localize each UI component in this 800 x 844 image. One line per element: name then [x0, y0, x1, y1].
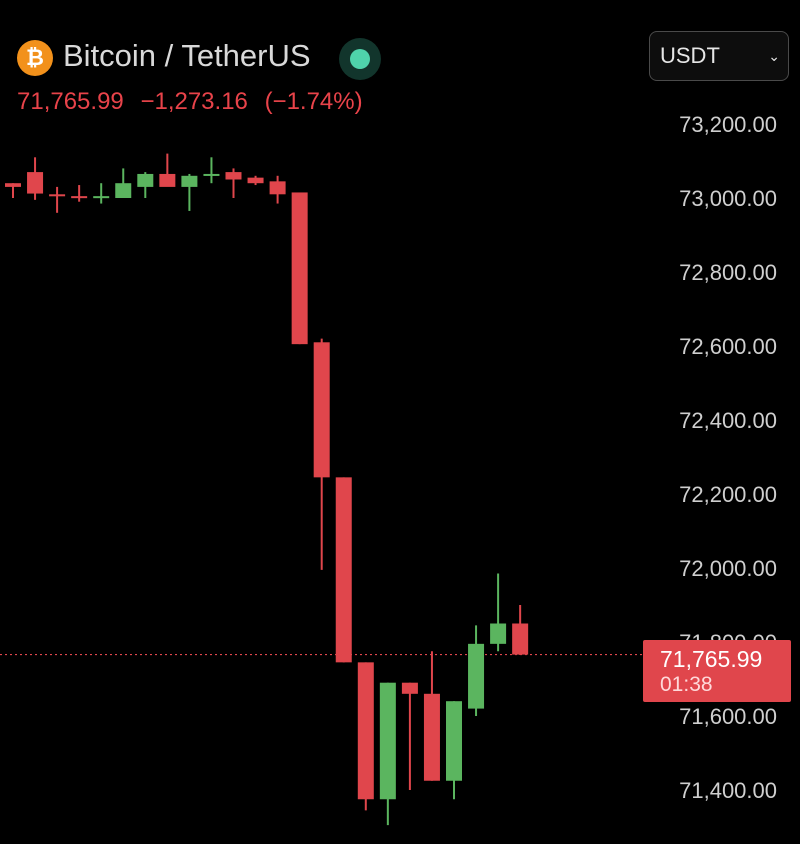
y-tick-label: 72,800.00: [679, 260, 777, 285]
y-tick-label: 71,400.00: [679, 778, 777, 803]
pair-title[interactable]: Bitcoin / TetherUS: [63, 38, 311, 73]
candle-up[interactable]: [137, 173, 154, 187]
y-tick-label: 72,000.00: [679, 556, 777, 581]
candle-down[interactable]: [49, 194, 66, 197]
candle-up[interactable]: [379, 682, 396, 800]
y-tick-label: 72,400.00: [679, 408, 777, 433]
last-price-tag: 71,765.99 01:38: [643, 640, 791, 702]
candle-down[interactable]: [5, 183, 21, 187]
candle-down[interactable]: [335, 477, 352, 663]
y-tick-label: 71,600.00: [679, 704, 777, 729]
candle-down[interactable]: [71, 196, 88, 199]
price-change-abs: −1,273.16: [140, 88, 248, 115]
candle-down[interactable]: [247, 177, 264, 184]
candle-countdown: 01:38: [660, 673, 713, 696]
bitcoin-icon: ₿: [17, 40, 53, 76]
candle-up[interactable]: [468, 643, 485, 709]
candle-up[interactable]: [490, 623, 507, 644]
candle-down[interactable]: [159, 173, 176, 187]
y-tick-label: 73,000.00: [679, 186, 777, 211]
candle-down[interactable]: [291, 192, 308, 345]
candle-down[interactable]: [225, 172, 242, 180]
y-tick-label: 73,200.00: [679, 112, 777, 137]
candle-down[interactable]: [401, 682, 418, 694]
candle-down[interactable]: [423, 693, 440, 781]
candle-up[interactable]: [93, 196, 110, 199]
candles: [5, 153, 529, 826]
candle-up[interactable]: [203, 173, 220, 176]
candle-up[interactable]: [446, 701, 462, 781]
price-change-pct: (−1.74%): [264, 88, 363, 115]
candle-down[interactable]: [313, 342, 330, 478]
candle-down[interactable]: [269, 181, 286, 195]
candle-down[interactable]: [27, 172, 44, 194]
price-summary: 71,765.99 −1,273.16 (−1.74%): [17, 88, 373, 116]
y-tick-label: 72,600.00: [679, 334, 777, 359]
chevron-down-icon: ⌄: [768, 47, 780, 64]
currency-select[interactable]: USDT ⌄: [649, 31, 789, 81]
candle-up[interactable]: [115, 183, 132, 198]
currency-value: USDT: [660, 43, 720, 68]
last-price-text: 71,765.99: [17, 88, 124, 115]
candle-up[interactable]: [181, 175, 198, 187]
y-tick-label: 72,200.00: [679, 482, 777, 507]
candle-down[interactable]: [357, 662, 374, 800]
candle-down[interactable]: [512, 623, 529, 655]
market-status-icon: [339, 38, 381, 80]
chart-header: ₿ Bitcoin / TetherUS 71,765.99 −1,273.16…: [0, 0, 800, 130]
last-price-tag-value: 71,765.99: [660, 646, 763, 672]
